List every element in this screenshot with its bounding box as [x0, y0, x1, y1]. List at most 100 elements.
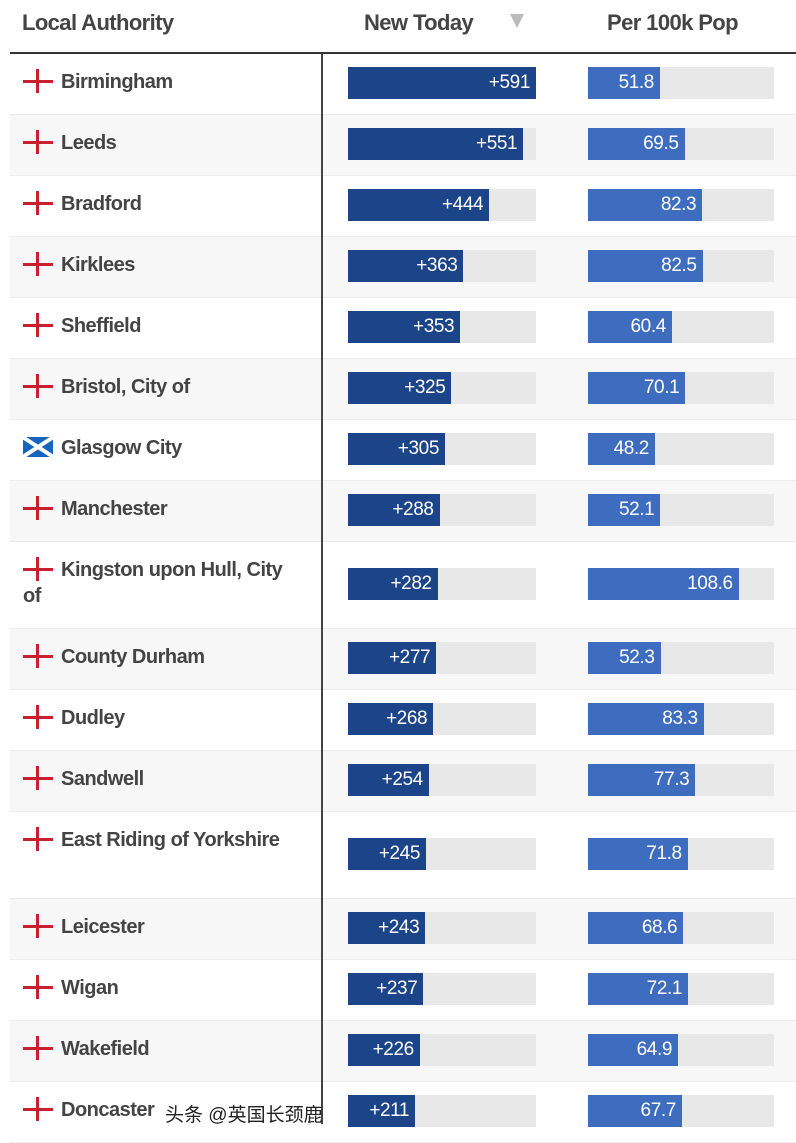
- new-today-bar: +551: [348, 128, 524, 160]
- new-today-value: +551: [476, 133, 518, 154]
- per100k-bar-track: 77.3: [588, 764, 774, 796]
- authority-label: Leicester: [61, 916, 145, 938]
- column-header-local-authority[interactable]: Local Authority: [22, 10, 174, 35]
- per100k-bar-track: 108.6: [588, 568, 774, 600]
- table-row[interactable]: County Durham +277 52.3: [10, 629, 796, 690]
- table-header: Local Authority New Today Per 100k Pop: [10, 0, 796, 54]
- new-today-bar: +282: [348, 568, 438, 600]
- new-today-value: +268: [385, 708, 428, 729]
- per100k-value: 51.8: [618, 72, 655, 93]
- new-today-value: +444: [441, 194, 484, 215]
- sort-descending-icon[interactable]: [510, 14, 524, 28]
- table-row[interactable]: Wakefield +226 64.9: [10, 1021, 796, 1082]
- table-row[interactable]: East Riding of Yorkshire +245 71.8: [10, 812, 796, 899]
- new-today-bar: +353: [348, 311, 461, 343]
- per100k-value: 108.6: [687, 573, 733, 594]
- column-header-per-100k[interactable]: Per 100k Pop: [607, 10, 739, 35]
- table-row[interactable]: Bristol, City of +325 70.1: [10, 359, 796, 420]
- england-flag-icon: [23, 496, 53, 520]
- new-today-bar: +325: [348, 372, 452, 404]
- new-today-bar: +245: [348, 838, 427, 870]
- new-today-bar-track: +243: [348, 912, 536, 944]
- per100k-value: 72.1: [646, 978, 683, 999]
- per100k-bar: 70.1: [588, 372, 686, 404]
- new-today-bar: +268: [348, 703, 434, 735]
- per100k-bar: 69.5: [588, 128, 685, 160]
- authority-name: Kirklees: [23, 252, 283, 278]
- new-today-bar-track: +444: [348, 189, 536, 221]
- table-row[interactable]: Birmingham +591 51.8: [10, 54, 796, 115]
- per100k-bar: 71.8: [588, 838, 688, 870]
- per100k-value: 77.3: [653, 769, 690, 790]
- per100k-bar-track: 72.1: [588, 973, 774, 1005]
- table-row[interactable]: Dudley +268 83.3: [10, 690, 796, 751]
- authority-label: Wigan: [61, 977, 119, 999]
- new-today-value: +211: [369, 1100, 410, 1121]
- per100k-bar-track: 64.9: [588, 1034, 774, 1066]
- per100k-value: 67.7: [640, 1100, 677, 1121]
- authority-label: Bradford: [61, 193, 142, 215]
- authority-label: Wakefield: [61, 1038, 150, 1060]
- table-row[interactable]: Kirklees +363 82.5: [10, 237, 796, 298]
- authority-name: Doncaster: [23, 1097, 283, 1123]
- england-flag-icon: [23, 1097, 53, 1121]
- table-row[interactable]: Manchester +288 52.1: [10, 481, 796, 542]
- new-today-bar-track: +277: [348, 642, 536, 674]
- authority-name: Bristol, City of: [23, 374, 283, 400]
- per100k-bar: 67.7: [588, 1095, 682, 1127]
- per100k-value: 82.5: [661, 255, 697, 276]
- authority-label: Kirklees: [61, 254, 135, 276]
- table-row[interactable]: Leicester +243 68.6: [10, 899, 796, 960]
- new-today-bar-track: +288: [348, 494, 536, 526]
- per100k-bar-track: 67.7: [588, 1095, 774, 1127]
- per100k-bar: 83.3: [588, 703, 704, 735]
- new-today-value: +282: [390, 573, 432, 594]
- new-today-bar-track: +363: [348, 250, 536, 282]
- per100k-bar-track: 71.8: [588, 838, 774, 870]
- per100k-value: 64.9: [636, 1039, 673, 1060]
- authority-name: East Riding of Yorkshire: [23, 827, 283, 853]
- table-row[interactable]: Wigan +237 72.1: [10, 960, 796, 1021]
- authority-name: Manchester: [23, 496, 283, 522]
- table-row[interactable]: Sheffield +353 60.4: [10, 298, 796, 359]
- per100k-bar: 51.8: [588, 67, 660, 99]
- per100k-bar-track: 52.3: [588, 642, 774, 674]
- new-today-bar: +363: [348, 250, 464, 282]
- authority-name: Wigan: [23, 975, 283, 1001]
- authority-name: Bradford: [23, 191, 283, 217]
- table-row[interactable]: Doncaster +211 67.7: [10, 1082, 796, 1143]
- per100k-value: 48.2: [613, 438, 650, 459]
- per100k-bar: 82.3: [588, 189, 703, 221]
- new-today-bar: +237: [348, 973, 424, 1005]
- per100k-bar: 48.2: [588, 433, 655, 465]
- england-flag-icon: [23, 130, 53, 154]
- england-flag-icon: [23, 557, 53, 581]
- per100k-bar: 68.6: [588, 912, 684, 944]
- new-today-bar-track: +254: [348, 764, 536, 796]
- authority-name: Glasgow City: [23, 435, 283, 461]
- authority-name: Wakefield: [23, 1036, 283, 1062]
- authority-label: County Durham: [61, 646, 205, 668]
- column-header-new-today[interactable]: New Today: [364, 10, 474, 35]
- scotland-flag-icon: [23, 437, 53, 457]
- england-flag-icon: [23, 252, 53, 276]
- per100k-bar-track: 48.2: [588, 433, 774, 465]
- new-today-bar-track: +226: [348, 1034, 536, 1066]
- new-today-value: +245: [378, 843, 421, 864]
- new-today-value: +277: [388, 647, 431, 668]
- authority-label: Glasgow City: [61, 437, 182, 459]
- new-today-bar-track: +237: [348, 973, 536, 1005]
- authority-name: Kingston upon Hull, City of: [23, 557, 283, 609]
- table-row[interactable]: Sandwell +254 77.3: [10, 751, 796, 812]
- per100k-bar-track: 60.4: [588, 311, 774, 343]
- table-row[interactable]: Kingston upon Hull, City of +282 108.6: [10, 542, 796, 629]
- watermark: 头条 @英国长颈鹿: [165, 1105, 323, 1126]
- england-flag-icon: [23, 914, 53, 938]
- per100k-value: 82.3: [660, 194, 697, 215]
- table-row[interactable]: Glasgow City +305 48.2: [10, 420, 796, 481]
- table-row[interactable]: Bradford +444 82.3: [10, 176, 796, 237]
- per100k-bar-track: 68.6: [588, 912, 774, 944]
- table-row[interactable]: Leeds +551 69.5: [10, 115, 796, 176]
- authority-label: Bristol, City of: [61, 376, 190, 398]
- authority-name: Sheffield: [23, 313, 283, 339]
